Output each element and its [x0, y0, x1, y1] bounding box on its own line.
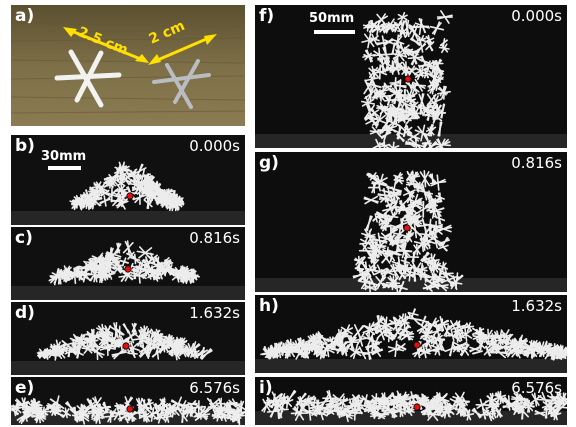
particle-pile	[11, 395, 245, 425]
timestamp: 1.632s	[189, 304, 240, 322]
panel-label: f)	[259, 6, 275, 26]
panel-label: d)	[15, 303, 35, 323]
panel-label: h)	[259, 296, 279, 316]
scale-bar-label: 30mm	[41, 149, 87, 164]
center-of-mass-marker	[403, 224, 411, 232]
panel-label: b)	[15, 136, 35, 156]
particle-pile	[255, 308, 567, 373]
center-of-mass-marker	[404, 75, 412, 83]
panel-a-photo: a) 2.5 cm 2 cm	[11, 5, 245, 126]
center-of-mass-marker	[126, 405, 134, 413]
timestamp: 0.000s	[189, 137, 240, 155]
large-hexapod	[54, 49, 122, 108]
panel-f: 50mm f) 0.000s	[255, 5, 567, 148]
panel-c: c) 0.816s	[11, 227, 245, 300]
panel-h: h) 1.632s	[255, 295, 567, 373]
timestamp: 6.576s	[189, 379, 240, 397]
timestamp: 0.816s	[189, 229, 240, 247]
particle-column	[255, 170, 567, 292]
center-of-mass-marker	[413, 341, 421, 349]
timestamp: 1.632s	[511, 297, 562, 315]
panel-e: e) 6.576s	[11, 377, 245, 425]
particle-pile	[255, 390, 567, 425]
panel-label: c)	[15, 228, 33, 248]
center-of-mass-marker	[124, 265, 132, 273]
panel-b: 30mm b) 0.000s	[11, 135, 245, 225]
scale-bar	[314, 30, 355, 34]
scale-bar-label: 50mm	[309, 11, 355, 26]
small-hexapod	[152, 59, 211, 109]
panel-label: e)	[15, 378, 35, 398]
particle-pile	[11, 240, 245, 300]
timestamp: 0.000s	[511, 7, 562, 25]
timestamp: 6.576s	[511, 379, 562, 397]
size-arrows	[63, 27, 217, 65]
panel-i: i) 6.576s	[255, 377, 567, 425]
particle-pile	[11, 321, 245, 375]
scale-bar	[48, 166, 81, 170]
panel-g: g) 0.816s	[255, 152, 567, 292]
center-of-mass-marker	[126, 192, 134, 200]
panel-a-label: a)	[15, 6, 35, 26]
particles-photo	[11, 5, 245, 126]
center-of-mass-marker	[413, 403, 421, 411]
panel-d: d) 1.632s	[11, 302, 245, 375]
center-of-mass-marker	[122, 342, 130, 350]
panel-label: g)	[259, 153, 279, 173]
particle-column	[255, 10, 567, 148]
particle-pile	[11, 161, 245, 225]
timestamp: 0.816s	[511, 154, 562, 172]
panel-label: i)	[259, 378, 273, 398]
